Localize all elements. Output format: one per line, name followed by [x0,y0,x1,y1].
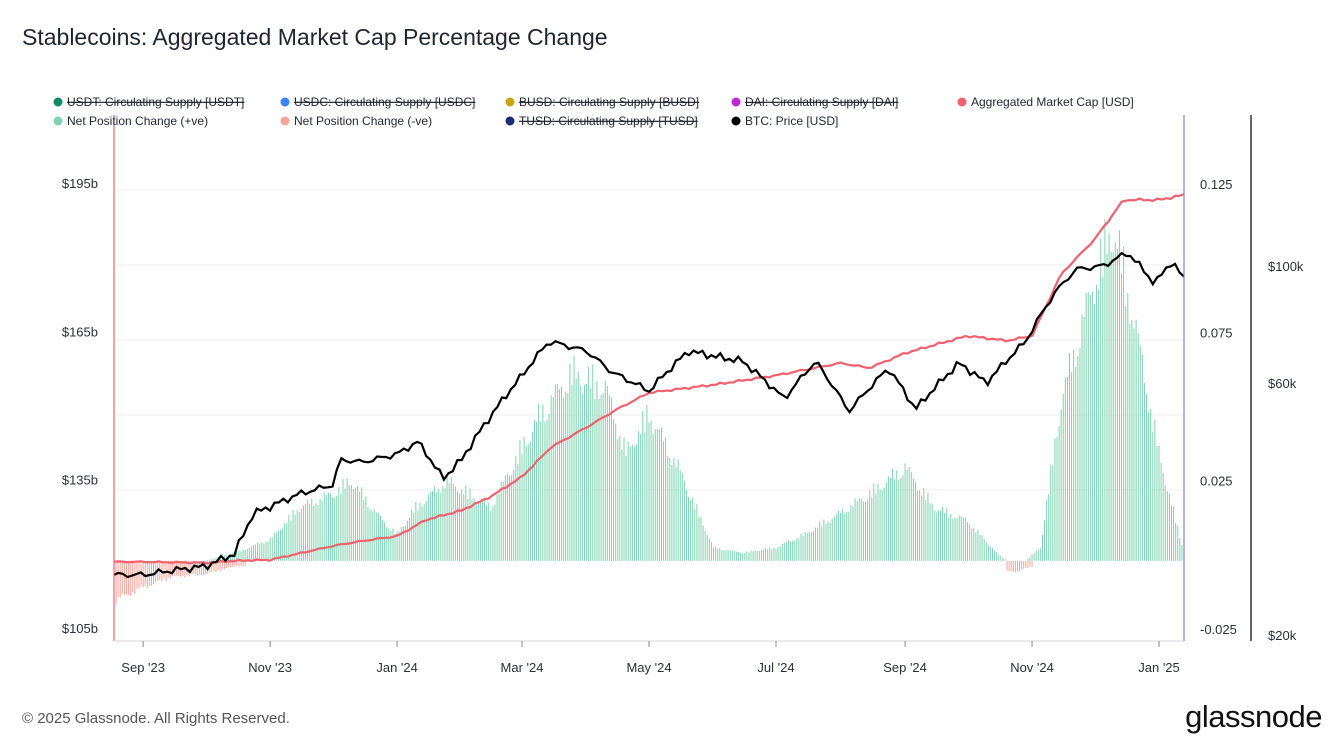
legend-label: Net Position Change (-ve) [294,114,432,128]
price-tick-label: $100k [1268,259,1304,274]
x-tick-label: Nov '24 [1010,660,1054,675]
x-tick-label: Nov '23 [248,660,292,675]
gridlines [114,189,1184,491]
x-tick-label: Mar '24 [501,660,544,675]
price-axis: $20k $60k $100k [1268,259,1304,643]
legend-label: BUSD: Circulating Supply [BUSD] [519,95,699,109]
left-tick-label: $165b [62,324,98,339]
x-tick-label: Jan '25 [1138,660,1180,675]
legend-label: Aggregated Market Cap [USD] [971,95,1134,109]
legend-marker [505,116,515,126]
legend-marker [957,97,967,107]
legend-label: USDT: Circulating Supply [USDT] [67,95,244,109]
legend-label: Net Position Change (+ve) [67,114,208,128]
right-tick-label: 0.125 [1200,177,1233,192]
x-tick-label: May '24 [626,660,671,675]
legend-marker [731,116,741,126]
price-tick-label: $60k [1268,376,1297,391]
legend-marker [53,116,63,126]
price-tick-label: $20k [1268,628,1297,643]
glassnode-logo: glassnode [1185,699,1322,734]
page-title: Stablecoins: Aggregated Market Cap Perce… [22,24,608,50]
net-position-negative-bars [113,560,1033,604]
left-tick-label: $135b [62,473,98,488]
right-tick-label: 0.025 [1200,474,1233,489]
legend-label: DAI: Circulating Supply [DAI] [745,95,898,109]
x-tick-label: Jul '24 [757,660,794,675]
legend: USDT: Circulating Supply [USDT] USDC: Cir… [53,95,1134,128]
legend-marker [731,97,741,107]
left-axis: $105b $135b $165b $195b [62,176,98,636]
chart-frame [113,115,1252,642]
legend-label: BTC: Price [USD] [745,114,838,128]
x-tick-label: Jan '24 [376,660,418,675]
left-tick-label: $195b [62,176,98,191]
left-tick-label: $105b [62,621,98,636]
x-axis: Sep '23 Nov '23 Jan '24 Mar '24 May '24 Jul '… [121,641,1180,675]
legend-label: USDC: Circulating Supply [USDC] [294,95,475,109]
legend-marker [280,97,290,107]
btc-price-line [113,251,1185,579]
net-position-positive-bars [207,219,1185,561]
aggregated-market-cap-line [113,193,1185,565]
copyright-text: © 2025 Glassnode. All Rights Reserved. [22,710,290,727]
legend-marker [53,97,63,107]
x-tick-label: Sep '23 [121,660,165,675]
legend-marker [505,97,515,107]
right-tick-label: -0.025 [1200,622,1237,637]
legend-marker [280,116,290,126]
right-axis: -0.025 0.025 0.075 0.125 [1200,177,1237,637]
legend-label: TUSD: Circulating Supply [TUSD] [519,114,698,128]
right-tick-label: 0.075 [1200,325,1233,340]
x-tick-label: Sep '24 [883,660,927,675]
